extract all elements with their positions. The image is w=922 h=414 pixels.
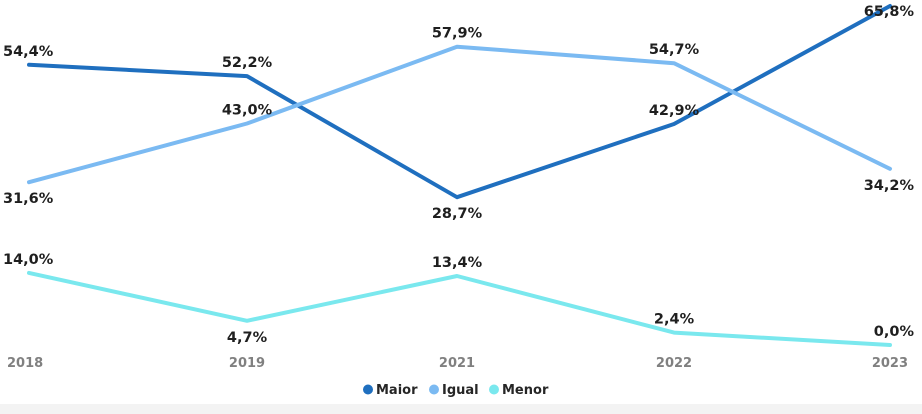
legend-label-menor[interactable]: Menor (502, 383, 549, 398)
data-label-igual-2022: 54,7% (649, 42, 700, 58)
legend-marker-maior[interactable] (363, 384, 373, 395)
legend: Maior Igual Menor (363, 383, 549, 398)
data-label-maior-2018: 54,4% (3, 44, 54, 60)
data-label-maior-2022: 42,9% (649, 103, 700, 119)
x-tick-2018: 2018 (7, 356, 43, 371)
x-tick-2019: 2019 (229, 356, 265, 371)
data-label-menor-2021: 13,4% (432, 255, 483, 271)
data-label-menor-2019: 4,7% (227, 330, 268, 346)
x-tick-2023: 2023 (872, 356, 908, 371)
series-line-igual (27, 44, 892, 185)
x-axis-ticks: 2018 2019 2021 2022 2023 (7, 356, 908, 371)
series-line-maior (27, 4, 892, 200)
data-label-igual-2019: 43,0% (222, 103, 273, 119)
legend-label-igual[interactable]: Igual (442, 383, 479, 398)
data-label-igual-2018: 31,6% (3, 191, 54, 207)
data-label-maior-2021: 28,7% (432, 206, 483, 222)
x-tick-2021: 2021 (439, 356, 475, 371)
legend-marker-igual[interactable] (429, 384, 439, 395)
data-label-igual-2023: 34,2% (864, 178, 915, 194)
data-label-menor-2022: 2,4% (654, 312, 695, 328)
data-label-maior-2023: 65,8% (864, 4, 915, 20)
series-lines (27, 4, 892, 347)
data-label-menor-2018: 14,0% (3, 252, 54, 268)
data-label-igual-2021: 57,9% (432, 26, 483, 42)
series-line-menor (27, 270, 892, 347)
legend-label-maior[interactable]: Maior (376, 383, 418, 398)
data-label-menor-2023: 0,0% (874, 324, 915, 340)
data-labels: 54,4% 52,2% 28,7% 42,9% 65,8% 31,6% 43,0% 57,9%… (3, 4, 914, 346)
x-tick-2022: 2022 (656, 356, 692, 371)
bottom-strip (0, 404, 922, 414)
legend-marker-menor[interactable] (489, 384, 499, 395)
data-label-maior-2019: 52,2% (222, 55, 273, 71)
